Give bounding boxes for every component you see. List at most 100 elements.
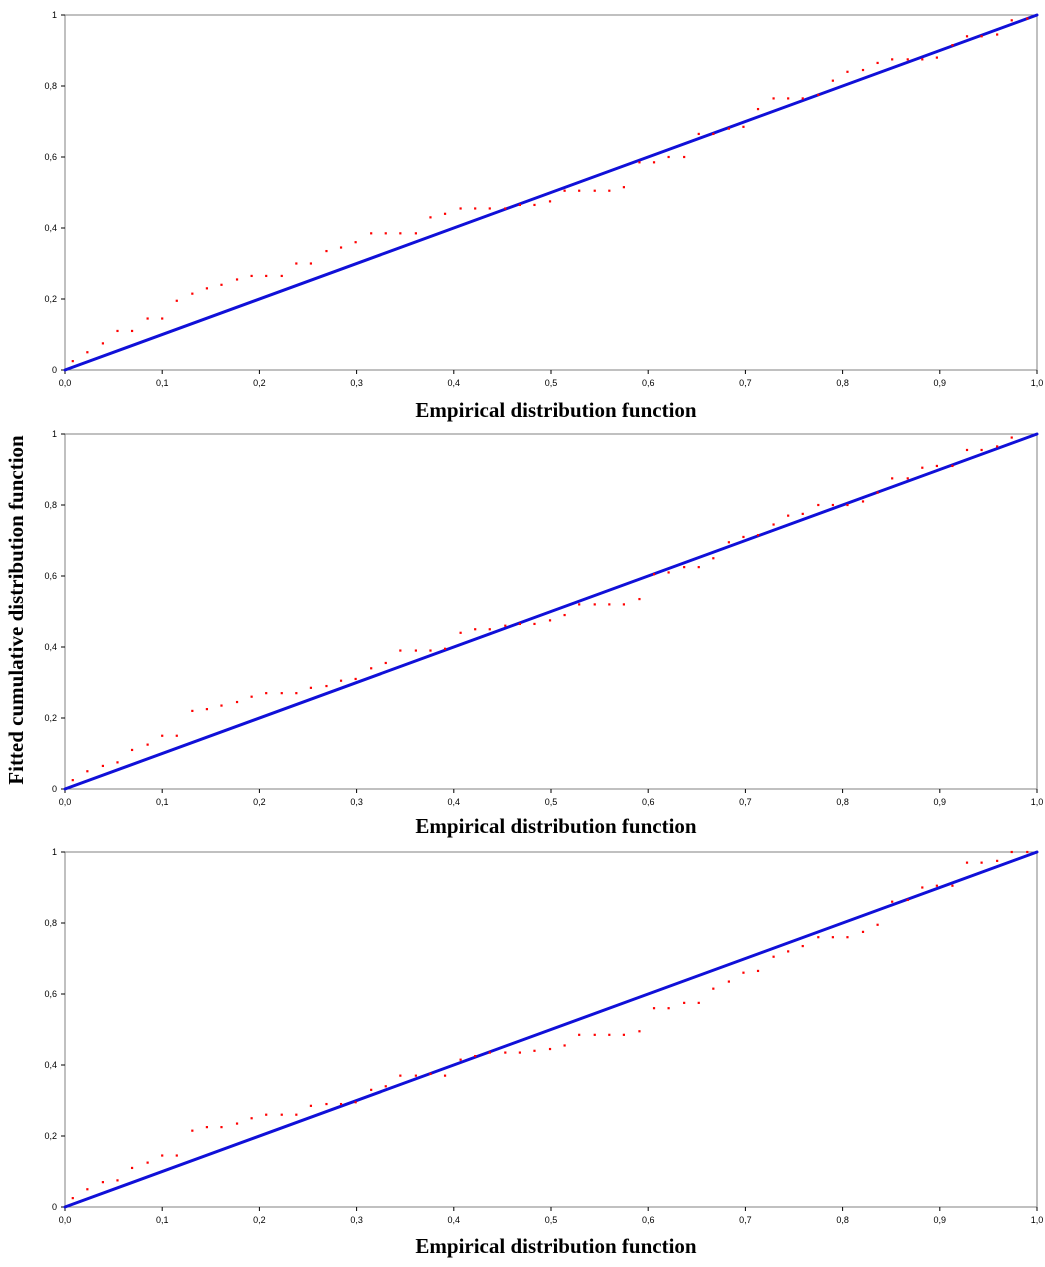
data-point xyxy=(161,317,164,320)
data-point xyxy=(474,628,477,631)
x-tick-label: 0,0 xyxy=(59,1215,72,1225)
data-point xyxy=(339,246,343,249)
y-tick-label: 0,2 xyxy=(44,294,57,304)
x-tick-label: 1,0 xyxy=(1031,378,1044,388)
x-tick-label: 0,2 xyxy=(253,378,266,388)
data-point xyxy=(593,603,596,606)
data-point xyxy=(667,155,670,159)
data-point xyxy=(593,1033,596,1036)
data-point xyxy=(996,859,999,862)
y-tick-label: 0,4 xyxy=(44,642,57,652)
data-point xyxy=(756,534,760,537)
data-point xyxy=(965,35,969,38)
x-tick-label: 0,3 xyxy=(350,378,363,388)
data-point xyxy=(504,1051,507,1054)
data-point xyxy=(265,274,268,278)
data-point xyxy=(130,748,134,752)
data-point xyxy=(667,1007,670,1010)
x-axis-label: Empirical distribution function xyxy=(415,1234,697,1258)
data-point xyxy=(370,667,373,670)
y-tick-label: 1 xyxy=(52,10,57,20)
data-point xyxy=(772,523,775,526)
x-axis-label: Empirical distribution function xyxy=(415,398,697,422)
data-point xyxy=(817,936,820,939)
x-tick-label: 0,7 xyxy=(739,378,752,388)
data-point xyxy=(488,207,491,210)
data-point xyxy=(175,734,178,737)
data-point xyxy=(817,503,820,507)
y-tick-label: 0,6 xyxy=(44,571,57,581)
data-point xyxy=(443,1074,447,1077)
data-point xyxy=(280,1113,283,1116)
y-tick-label: 0 xyxy=(52,1202,57,1212)
data-point xyxy=(399,232,402,235)
data-point xyxy=(71,1197,74,1200)
x-tick-label: 0,6 xyxy=(642,797,655,807)
data-point xyxy=(384,232,387,235)
data-point xyxy=(608,1033,611,1036)
data-point xyxy=(429,649,432,652)
data-point xyxy=(622,1033,625,1036)
data-point xyxy=(384,1085,387,1088)
data-point xyxy=(86,770,89,773)
x-tick-label: 0,4 xyxy=(448,378,461,388)
data-point xyxy=(309,262,313,265)
data-point xyxy=(996,33,999,36)
data-point xyxy=(130,329,134,333)
data-point xyxy=(474,207,477,210)
x-tick-label: 0,9 xyxy=(934,797,947,807)
data-point xyxy=(265,692,268,695)
data-point xyxy=(608,603,611,606)
data-point xyxy=(697,566,700,569)
y-tick-label: 0 xyxy=(52,784,57,794)
x-tick-label: 1,0 xyxy=(1031,1215,1044,1225)
data-point xyxy=(891,477,894,480)
x-tick-label: 0,4 xyxy=(448,797,461,807)
data-point xyxy=(309,686,313,689)
data-point xyxy=(787,950,790,953)
data-point xyxy=(116,329,119,333)
y-tick-label: 0,2 xyxy=(44,713,57,723)
reference-line xyxy=(63,850,1039,1209)
data-point xyxy=(130,1166,134,1170)
data-point xyxy=(191,1129,194,1132)
x-tick-label: 0,9 xyxy=(934,378,947,388)
data-point xyxy=(787,97,790,100)
chart-middle: 0,0 0,1 0,2 0,3 0,4 0,5 0,6 0,7 0,8 0,9 1,0 0 0,2 0,4… xyxy=(44,429,1043,838)
data-point xyxy=(563,1044,566,1047)
data-point xyxy=(146,1161,149,1164)
data-point xyxy=(742,971,745,974)
x-tick-label: 0,7 xyxy=(739,1215,752,1225)
data-point xyxy=(474,1055,477,1058)
data-point xyxy=(935,56,938,59)
x-tick-label: 0,6 xyxy=(642,1215,655,1225)
data-point xyxy=(683,566,686,569)
data-point xyxy=(1010,19,1013,22)
x-tick-label: 0,3 xyxy=(350,1215,363,1225)
data-point xyxy=(280,274,283,278)
data-point xyxy=(175,299,178,302)
data-point xyxy=(370,232,373,235)
data-point xyxy=(652,1007,656,1010)
data-point xyxy=(951,44,954,47)
data-point xyxy=(996,445,999,448)
data-point xyxy=(71,360,74,363)
y-tick-label: 0,6 xyxy=(44,152,57,162)
data-point xyxy=(756,107,760,111)
data-point xyxy=(220,1126,223,1129)
data-point xyxy=(459,1058,462,1061)
x-tick-label: 0,8 xyxy=(836,1215,849,1225)
data-point xyxy=(965,861,969,864)
data-point xyxy=(325,684,328,688)
data-point xyxy=(265,1113,268,1116)
x-tick-label: 0,1 xyxy=(156,378,169,388)
data-point xyxy=(578,1033,581,1036)
data-point xyxy=(921,58,924,61)
data-point xyxy=(235,278,239,281)
data-point xyxy=(101,764,105,768)
data-point xyxy=(563,613,566,617)
data-point xyxy=(891,58,894,61)
data-point xyxy=(354,677,357,681)
